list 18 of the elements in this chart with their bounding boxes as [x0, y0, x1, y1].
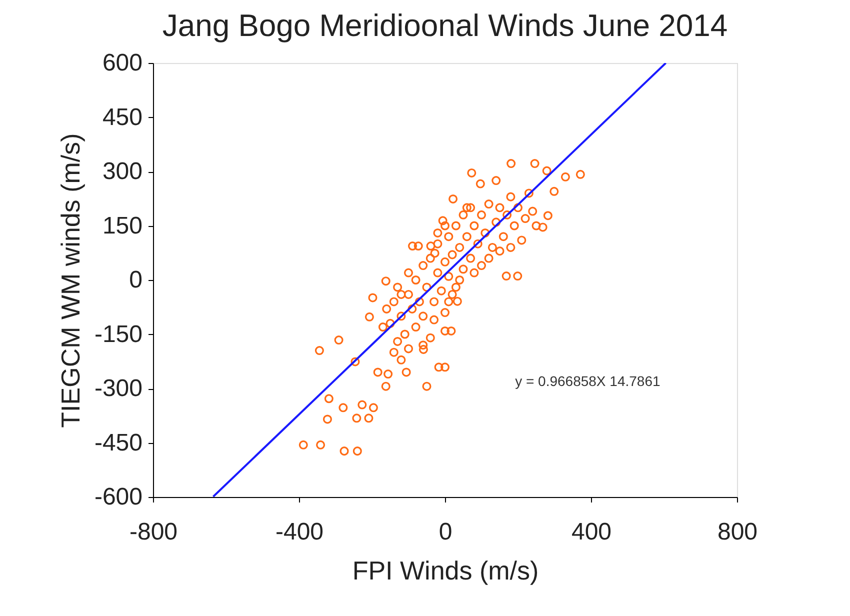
x-tick-label: 0 — [438, 518, 452, 546]
x-axis-title: FPI Winds (m/s) — [352, 556, 539, 586]
chart-title: Jang Bogo Meridioonal Winds June 2014 — [162, 8, 728, 43]
x-tick-label: -800 — [129, 518, 178, 546]
x-tick-label: 400 — [571, 518, 612, 546]
y-tick-label: 600 — [102, 50, 142, 76]
y-tick-label: 450 — [102, 104, 142, 131]
y-tick-label: 150 — [102, 212, 142, 240]
annotation: y = 0.966858X 14.7861 — [515, 372, 660, 389]
y-tick-label: 0 — [129, 266, 142, 294]
x-tick-label: -400 — [275, 518, 324, 546]
y-tick-label: -600 — [94, 484, 142, 510]
y-axis-title: TIEGCM WM winds (m/s) — [55, 133, 86, 428]
x-tick-label: 800 — [717, 518, 758, 546]
y-tick-label: -150 — [94, 320, 142, 348]
y-tick-label: -300 — [94, 375, 142, 402]
y-tick-label: -450 — [94, 429, 142, 456]
y-tick-label: 300 — [102, 158, 142, 185]
